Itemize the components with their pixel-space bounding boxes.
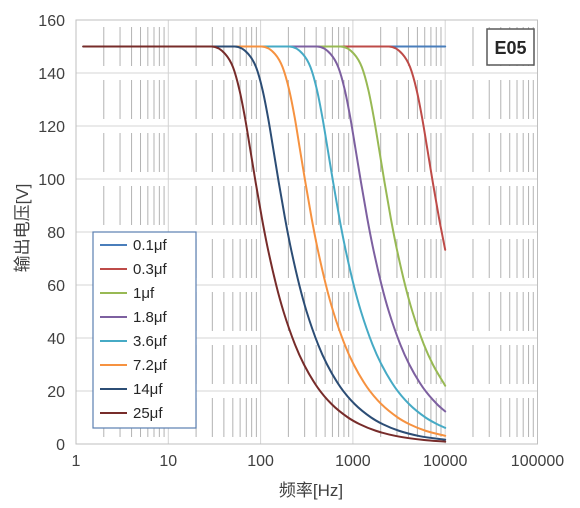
- legend-item: 7.2μf: [100, 357, 167, 374]
- legend-item: 0.1μf: [100, 237, 167, 254]
- legend-item: 3.6μf: [100, 333, 167, 350]
- x-tick-label: 10000: [423, 453, 468, 470]
- series-line-25uf: [82, 45, 447, 443]
- legend-label: 1μf: [133, 285, 155, 302]
- legend-label: 14μf: [133, 381, 163, 398]
- tick-labels: 1 10 100 1000 10000 100000 0 20 40 60 80 100 120 140 1…: [38, 13, 564, 470]
- legend-item: 0.3μf: [100, 261, 167, 278]
- series-line-7-2uf: [82, 45, 447, 437]
- y-tick-label: 120: [38, 119, 65, 136]
- plot-frame: [75, 19, 538, 445]
- y-tick-label: 140: [38, 66, 65, 83]
- legend-item: 25μf: [100, 405, 163, 422]
- legend-label: 0.1μf: [133, 237, 167, 254]
- x-tick-label: 100000: [511, 453, 564, 470]
- legend-label: 7.2μf: [133, 357, 167, 374]
- legend-label: 3.6μf: [133, 333, 167, 350]
- y-tick-label: 20: [47, 384, 65, 401]
- y-tick-label: 80: [47, 225, 65, 242]
- series-line-1uf: [82, 45, 447, 387]
- legend-box: [92, 231, 197, 429]
- series-line-0-3uf: [82, 45, 447, 251]
- model-badge-text: E05: [494, 38, 526, 58]
- y-tick-label: 0: [56, 437, 65, 454]
- legend-item: 1.8μf: [100, 309, 167, 326]
- legend-item: 1μf: [100, 285, 155, 302]
- y-tick-label: 160: [38, 13, 65, 30]
- legend-item: 14μf: [100, 381, 163, 398]
- legend-label: 1.8μf: [133, 309, 167, 326]
- x-tick-label: 1: [72, 453, 81, 470]
- legend: 0.1μf 0.3μf 1μf 1.8μf 3.6μf 7.2μf 14μf 25μf: [92, 231, 197, 429]
- series-lines: [82, 45, 447, 443]
- model-badge-box: [486, 28, 535, 66]
- x-tick-label: 10: [159, 453, 177, 470]
- x-tick-label: 100: [247, 453, 274, 470]
- model-badge: E05: [486, 28, 535, 66]
- legend-label: 0.3μf: [133, 261, 167, 278]
- legend-label: 25μf: [133, 405, 163, 422]
- y-axis-title: 输出电压[V]: [13, 184, 32, 273]
- y-tick-label: 100: [38, 172, 65, 189]
- y-tick-label: 60: [47, 278, 65, 295]
- y-tick-label: 40: [47, 331, 65, 348]
- x-axis-title: 频率[Hz]: [279, 481, 343, 500]
- x-tick-label: 1000: [335, 453, 371, 470]
- series-line-3-6uf: [82, 45, 447, 429]
- series-line-14uf: [82, 45, 447, 441]
- series-line-1-8uf: [82, 45, 447, 413]
